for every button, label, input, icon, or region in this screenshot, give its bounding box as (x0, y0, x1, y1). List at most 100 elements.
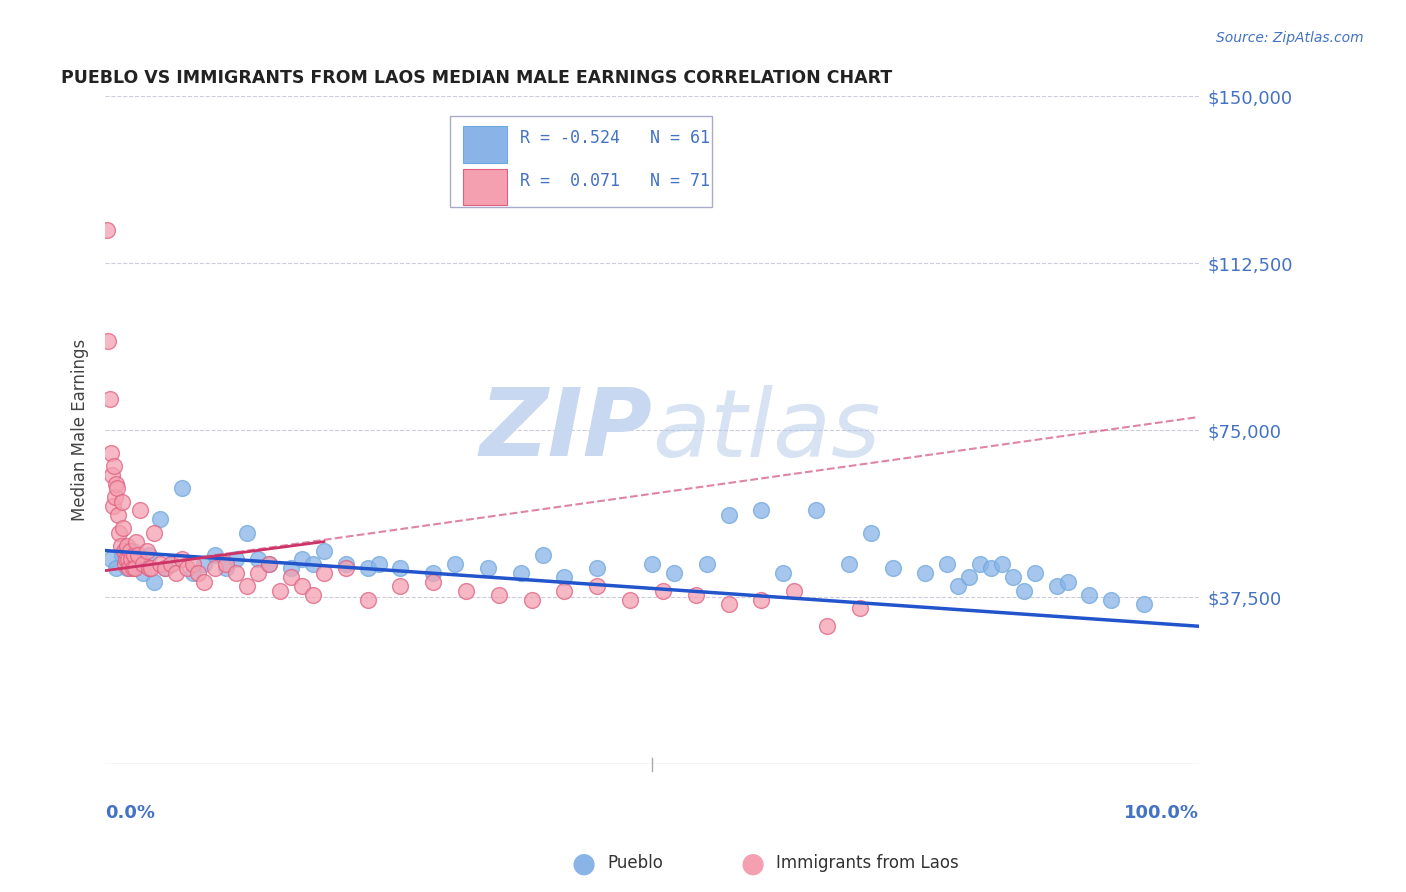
Point (111, 521, 134, 535)
Point (225, 566, 247, 580)
Point (619, 592, 641, 607)
Point (143, 525, 166, 540)
Point (132, 557, 155, 571)
Point (247, 566, 270, 580)
Point (170, 481, 193, 495)
Point (155, 561, 177, 575)
Text: atlas: atlas (652, 384, 880, 475)
Point (125, 534, 148, 549)
Point (149, 557, 172, 571)
Point (236, 579, 259, 593)
Point (120, 543, 142, 558)
Point (804, 503, 827, 517)
Point (957, 570, 980, 584)
Point (110, 539, 132, 553)
Point (1001, 570, 1024, 584)
Point (1099, 592, 1122, 607)
Point (127, 552, 149, 566)
Point (105, 481, 128, 495)
Point (120, 552, 142, 566)
Point (97, 334, 120, 349)
Point (454, 583, 477, 598)
Point (121, 561, 143, 575)
Point (98, 392, 121, 407)
Point (356, 592, 378, 607)
Point (749, 503, 772, 517)
Point (149, 512, 172, 526)
Point (936, 557, 959, 571)
Point (302, 588, 325, 602)
Point (586, 579, 609, 593)
Point (105, 476, 128, 491)
Point (115, 561, 138, 575)
Point (121, 543, 143, 558)
Point (641, 557, 664, 571)
Point (520, 592, 543, 607)
Point (312, 566, 335, 580)
Point (193, 557, 215, 571)
Text: ZIP: ZIP (479, 384, 652, 476)
Text: PUEBLO VS IMMIGRANTS FROM LAOS MEDIAN MALE EARNINGS CORRELATION CHART: PUEBLO VS IMMIGRANTS FROM LAOS MEDIAN MA… (62, 69, 893, 87)
Point (187, 566, 209, 580)
Point (103, 458, 125, 473)
Point (280, 561, 302, 575)
Point (193, 574, 215, 589)
Point (115, 539, 138, 553)
Point (1045, 579, 1067, 593)
Point (132, 566, 155, 580)
Point (838, 557, 860, 571)
Point (139, 561, 162, 575)
Point (389, 579, 412, 593)
Point (214, 561, 236, 575)
FancyBboxPatch shape (450, 117, 711, 207)
Point (1056, 574, 1078, 589)
Point (1012, 583, 1035, 598)
Point (110, 494, 132, 508)
Point (96, 223, 118, 237)
Y-axis label: Median Male Earnings: Median Male Earnings (72, 339, 89, 522)
Point (170, 552, 193, 566)
Point (848, 601, 870, 615)
Point (882, 561, 904, 575)
Point (356, 561, 378, 575)
Point (214, 557, 236, 571)
Point (422, 566, 444, 580)
Point (165, 566, 187, 580)
Point (107, 508, 129, 522)
Point (685, 588, 707, 602)
FancyBboxPatch shape (463, 127, 506, 163)
Point (1024, 566, 1046, 580)
Point (815, 619, 838, 633)
Point (204, 548, 226, 562)
Text: ●: ● (571, 849, 596, 878)
Point (772, 566, 794, 580)
Point (477, 561, 499, 575)
Point (553, 583, 575, 598)
Point (312, 543, 335, 558)
Point (176, 561, 198, 575)
Point (914, 566, 936, 580)
Point (155, 561, 177, 575)
Text: R =  0.071   N = 71: R = 0.071 N = 71 (520, 172, 710, 190)
Point (110, 548, 132, 562)
Text: R = -0.524   N = 61: R = -0.524 N = 61 (520, 129, 710, 147)
Point (135, 543, 157, 558)
Point (143, 574, 166, 589)
Point (335, 557, 357, 571)
Point (138, 548, 160, 562)
Text: 100.0%: 100.0% (1123, 805, 1199, 822)
Point (717, 508, 740, 522)
Point (100, 445, 122, 459)
Point (115, 552, 138, 566)
Point (422, 574, 444, 589)
Point (651, 583, 673, 598)
Point (1133, 597, 1156, 611)
Point (104, 490, 127, 504)
Point (509, 566, 531, 580)
Point (257, 557, 280, 571)
Point (127, 548, 149, 562)
Point (247, 552, 270, 566)
Point (269, 583, 291, 598)
Point (291, 552, 314, 566)
Point (389, 561, 412, 575)
